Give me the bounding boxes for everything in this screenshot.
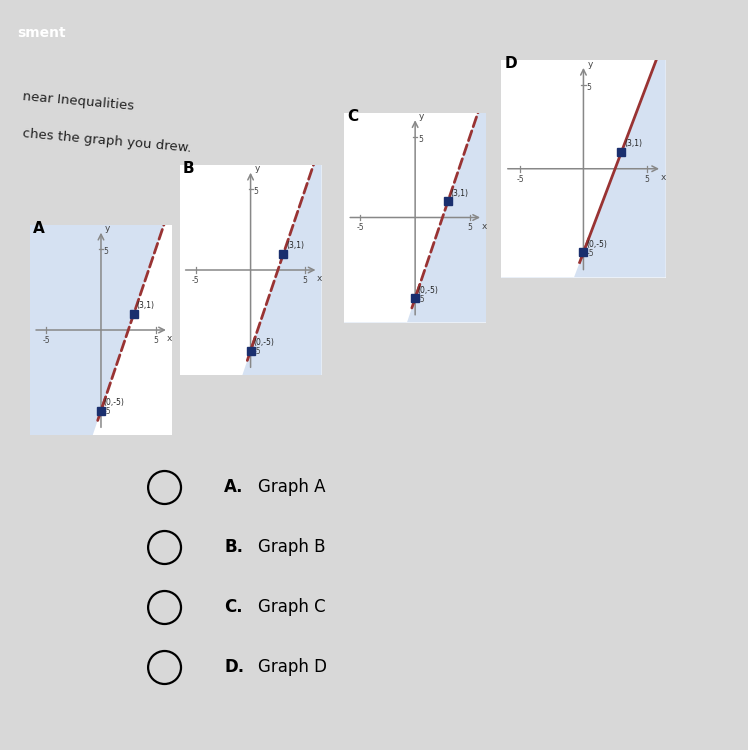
Text: sment: sment <box>17 26 66 40</box>
Text: (3,1): (3,1) <box>136 302 155 310</box>
Text: 5: 5 <box>644 176 649 184</box>
Text: Graph C: Graph C <box>258 598 325 616</box>
Text: A.: A. <box>224 478 244 496</box>
Text: ches the graph you drew.: ches the graph you drew. <box>22 128 192 155</box>
Text: (0,-5): (0,-5) <box>254 338 275 347</box>
Text: y: y <box>254 164 260 173</box>
Text: (3,1): (3,1) <box>286 242 304 250</box>
Text: 5: 5 <box>153 336 158 345</box>
Text: -5: -5 <box>418 295 426 304</box>
Text: -5: -5 <box>586 249 594 258</box>
Text: Graph D: Graph D <box>258 658 327 676</box>
Text: y: y <box>105 224 110 233</box>
Text: -5: -5 <box>43 336 50 345</box>
Text: x: x <box>316 274 322 284</box>
Text: B: B <box>183 161 194 176</box>
Text: A: A <box>33 221 45 236</box>
Text: Graph B: Graph B <box>258 538 325 556</box>
Text: Graph A: Graph A <box>258 478 325 496</box>
Text: D: D <box>505 56 518 71</box>
Text: C.: C. <box>224 598 243 616</box>
Text: 5: 5 <box>254 187 258 196</box>
Text: (0,-5): (0,-5) <box>586 239 607 248</box>
Text: -5: -5 <box>104 407 111 416</box>
Text: (0,-5): (0,-5) <box>104 398 125 407</box>
Text: 5: 5 <box>418 134 423 143</box>
Text: C: C <box>347 109 358 124</box>
Polygon shape <box>501 35 666 470</box>
Text: x: x <box>167 334 173 344</box>
Text: 5: 5 <box>586 83 592 92</box>
Text: y: y <box>588 60 593 69</box>
Text: 5: 5 <box>468 224 472 232</box>
Text: 5: 5 <box>104 247 108 256</box>
Text: (0,-5): (0,-5) <box>418 286 439 295</box>
Text: -5: -5 <box>254 347 261 356</box>
Polygon shape <box>180 141 322 561</box>
Text: (3,1): (3,1) <box>625 140 643 148</box>
Text: 5: 5 <box>303 276 307 285</box>
Text: x: x <box>660 173 666 182</box>
Text: -5: -5 <box>516 176 524 184</box>
Text: D.: D. <box>224 658 245 676</box>
Text: -5: -5 <box>357 224 364 232</box>
Text: x: x <box>481 222 487 231</box>
Polygon shape <box>30 201 172 621</box>
Text: (3,1): (3,1) <box>450 189 469 198</box>
Text: -5: -5 <box>192 276 200 285</box>
Text: y: y <box>419 112 424 121</box>
Text: B.: B. <box>224 538 243 556</box>
Polygon shape <box>344 88 486 509</box>
Text: near Inequalities: near Inequalities <box>22 90 135 112</box>
